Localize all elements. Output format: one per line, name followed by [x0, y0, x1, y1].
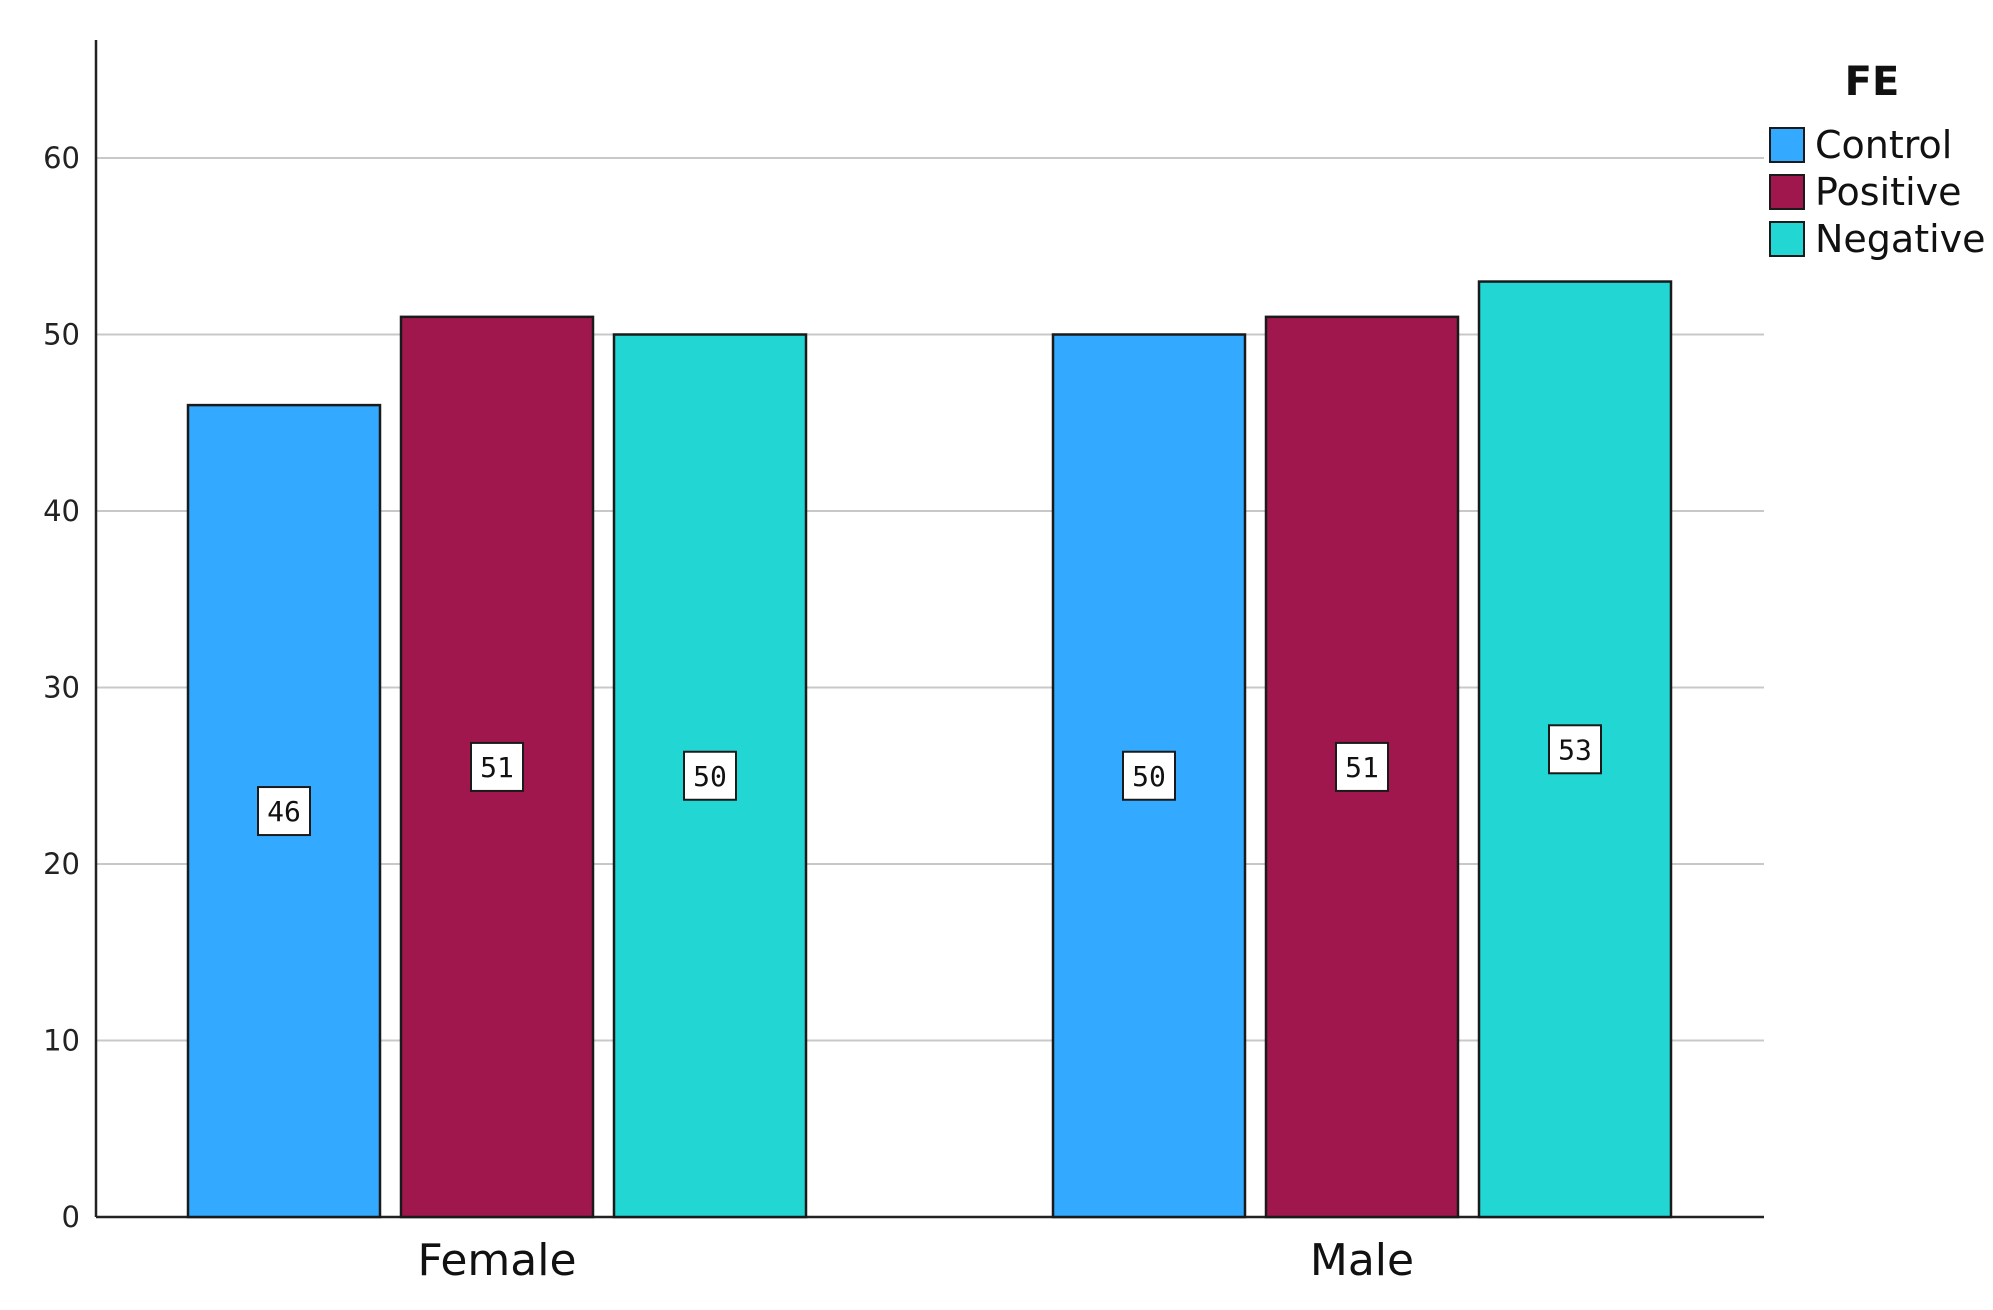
- data-label-box-female-positive: [470, 741, 524, 792]
- y-tick-label-0: 0: [62, 1200, 80, 1234]
- data-label-male-negative: 53: [1558, 733, 1592, 766]
- data-label-female-control: 46: [267, 795, 301, 828]
- bars: [186, 280, 1673, 1219]
- legend-swatch-negative: [1769, 221, 1805, 257]
- data-label-male-positive: 51: [1345, 751, 1379, 784]
- y-tick-label-20: 20: [43, 847, 80, 881]
- y-tick-label-60: 60: [43, 141, 80, 175]
- data-label-box-female-negative: [683, 750, 737, 801]
- data-label-box-male-positive: [1335, 741, 1389, 792]
- y-tick-label-30: 30: [43, 671, 80, 705]
- legend-swatch-positive: [1769, 174, 1805, 210]
- x-category-label-female: Female: [417, 1235, 576, 1286]
- data-label-box-male-negative: [1548, 724, 1602, 775]
- y-tick-label-40: 40: [43, 494, 80, 528]
- legend-label-negative: Negative: [1815, 217, 1986, 261]
- axes: 0 10 20 30 40 50 60 Female Male: [43, 40, 1764, 1286]
- legend-label-positive: Positive: [1815, 170, 1962, 214]
- legend-label-control: Control: [1815, 123, 1952, 167]
- data-label-box-male-control: [1122, 750, 1176, 801]
- data-label-female-positive: 51: [480, 751, 514, 784]
- y-tick-label-50: 50: [43, 318, 80, 352]
- data-label-male-control: 50: [1132, 760, 1166, 793]
- legend-title: FE: [1845, 59, 1900, 105]
- data-label-box-female-control: [257, 786, 311, 837]
- y-tick-label-10: 10: [43, 1024, 80, 1058]
- x-category-label-male: Male: [1310, 1235, 1414, 1286]
- data-labels: 46 51 50 50 51 53: [257, 724, 1602, 837]
- legend-swatch-control: [1769, 127, 1805, 163]
- data-label-female-negative: 50: [693, 760, 727, 793]
